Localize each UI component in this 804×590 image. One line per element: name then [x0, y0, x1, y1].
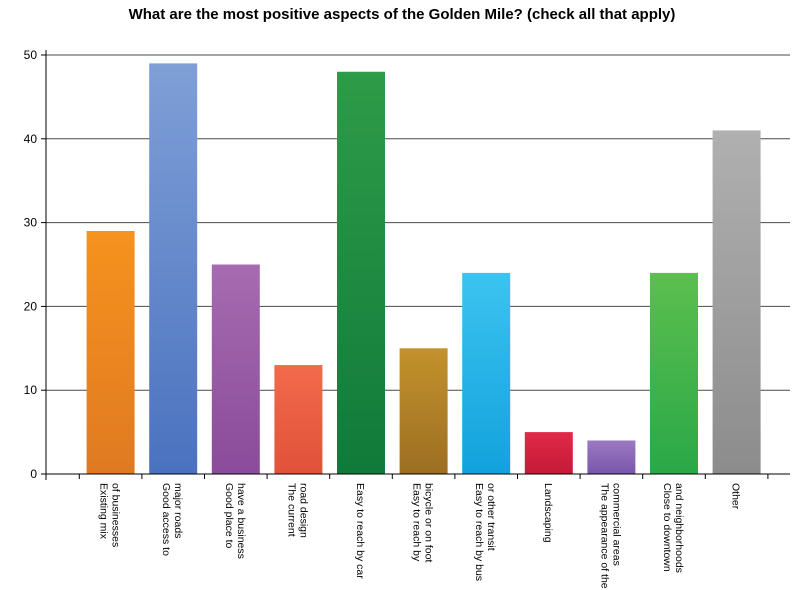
bar [86, 230, 135, 474]
chart-title: What are the most positive aspects of th… [128, 6, 676, 23]
category-label-line: Easy to reach by car [354, 483, 366, 579]
category-label: Landscaping [542, 483, 554, 543]
category-label-line: commercial areas [610, 483, 622, 566]
category-label-line: Landscaping [542, 483, 554, 543]
category-label-line: Good place to [223, 483, 235, 549]
category-label-line: The current [285, 483, 297, 537]
category-label: Good access to major roads [160, 483, 184, 556]
category-label-line: bicycle or on foot [423, 483, 435, 562]
category-label-line: Easy to reach by [411, 483, 423, 562]
bar [462, 272, 511, 474]
category-label: Easy to reach by car [354, 483, 366, 579]
category-label-line: or other transit [485, 483, 497, 551]
category-labels: Existing mix of businesses Good access to m… [98, 483, 742, 589]
category-label-line: road design [297, 483, 309, 538]
category-label: The appearance of the commercial areas [598, 483, 622, 589]
y-tick-label: 40 [24, 132, 38, 146]
category-label-line: of businesses [110, 483, 122, 547]
bar [337, 71, 385, 474]
category-label-line: Good access to [160, 483, 172, 556]
category-label: Easy to reach by bicycle or on foot [411, 483, 435, 562]
category-label: Existing mix of businesses [98, 483, 122, 547]
category-label: Close to downtown and neighborhoods [661, 483, 685, 573]
y-tick-label: 50 [24, 48, 38, 62]
category-label-line: Existing mix [98, 483, 110, 540]
category-label-line: Easy to reach by bus [473, 483, 485, 581]
bar [399, 348, 448, 474]
category-label: Other [730, 483, 742, 510]
category-label-line: major roads [172, 483, 184, 538]
bar [211, 264, 260, 474]
bar [587, 440, 636, 474]
bar [650, 272, 698, 474]
bar [149, 63, 198, 474]
category-label-line: Other [730, 483, 742, 510]
bars [86, 63, 761, 475]
y-tick-label: 0 [30, 467, 37, 481]
category-label: Good place to have a business [223, 483, 247, 559]
category-label-line: and neighborhoods [673, 483, 685, 573]
y-tick-label: 10 [24, 383, 38, 397]
bar [712, 130, 761, 475]
y-tick-label: 30 [24, 216, 38, 230]
category-label-line: Close to downtown [661, 483, 673, 572]
category-label: The current road design [285, 483, 309, 538]
category-label: Easy to reach by bus or other transit [473, 483, 497, 581]
axes: 0 10 20 30 40 50 [24, 48, 790, 481]
category-label-line: have a business [235, 483, 247, 559]
bar [524, 432, 573, 474]
category-label-line: The appearance of the [598, 483, 610, 589]
bar [274, 365, 323, 474]
y-tick-label: 20 [24, 299, 38, 313]
